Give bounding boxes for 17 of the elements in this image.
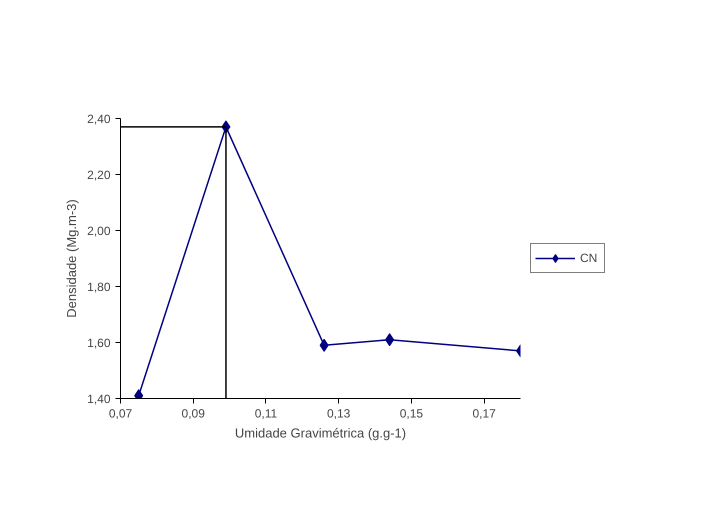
legend-label: CN: [580, 251, 598, 265]
y-tick-label: 2,00: [87, 224, 111, 238]
point: [320, 338, 329, 352]
x-tick-label: 0,17: [472, 406, 496, 420]
y-tick-label: 1,60: [87, 336, 111, 350]
x-tick-label: 0,09: [182, 406, 206, 420]
point: [385, 333, 394, 346]
x-tick-label: 0,15: [400, 406, 424, 420]
y-tick-label: 2,40: [87, 112, 111, 126]
y-tick-label: 2,20: [87, 168, 111, 182]
y-tick-label: 1,80: [87, 280, 111, 294]
y-axis-title: Densidade (Mg.m-3): [64, 199, 80, 318]
x-tick-label: 0,13: [327, 406, 351, 420]
x-axis-title: Umidade Gravimétrica (g.g-1): [234, 426, 406, 440]
x-tick-label: 0,11: [254, 406, 278, 420]
x-tick-label: 0,07: [108, 406, 133, 420]
y-tick-label: 1,40: [87, 392, 111, 406]
